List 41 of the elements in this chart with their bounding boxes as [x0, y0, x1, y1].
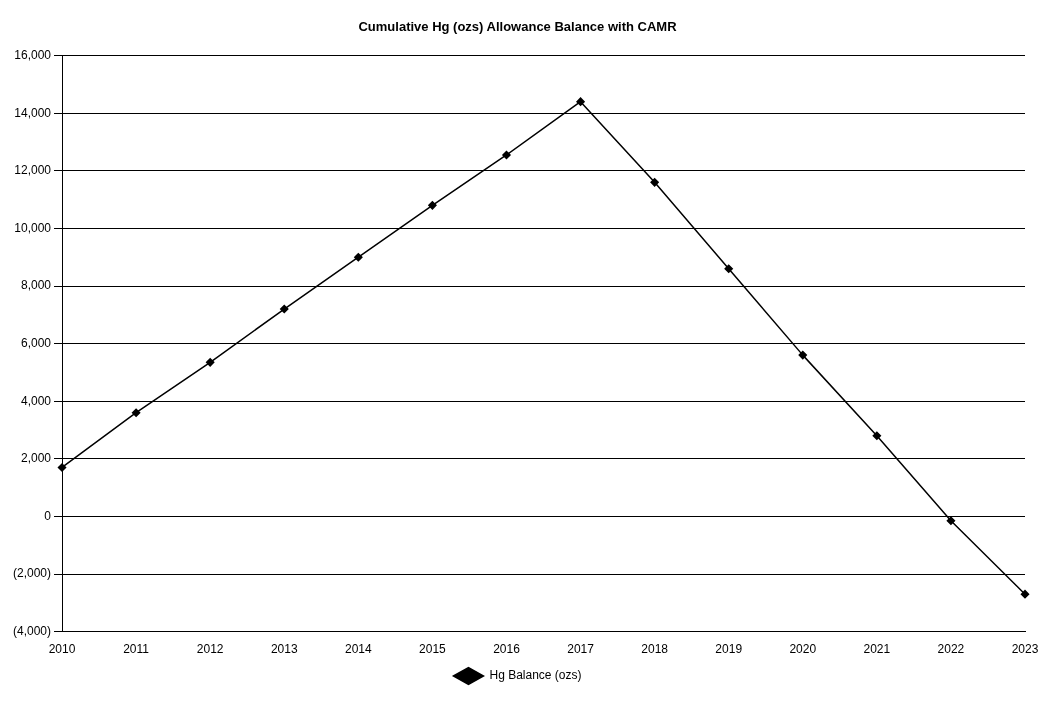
y-tick-label: 16,000: [14, 47, 52, 62]
y-tick-label: (4,000): [12, 623, 52, 638]
x-tick-label: 2018: [641, 642, 669, 657]
x-tick-label: 2010: [48, 642, 76, 657]
x-tick-label: 2017: [567, 642, 595, 657]
point: [798, 350, 808, 360]
chart-title: Cumulative Hg (ozs) Allowance Balance with CAMR: [358, 19, 678, 35]
legend-label: Hg Balance (ozs): [489, 668, 582, 683]
y-tick-label: 10,000: [14, 220, 52, 235]
y-tick-label: 8,000: [20, 278, 52, 293]
y-tick-label: 0: [44, 508, 52, 523]
x-tick-label: 2020: [789, 642, 817, 657]
y-tick-label: 12,000: [14, 163, 52, 178]
y-tick-label: 14,000: [14, 105, 52, 120]
x-tick-label: 2023: [1011, 642, 1039, 657]
x-tick-label: 2021: [863, 642, 891, 657]
y-tick-label: (2,000): [12, 566, 52, 581]
point: [131, 408, 141, 417]
point: [428, 201, 437, 210]
point: [872, 431, 882, 441]
point: [354, 252, 363, 262]
point: [946, 516, 956, 525]
x-tick-label: 2015: [419, 642, 447, 657]
point: [650, 178, 659, 187]
y-tick-label: 4,000: [20, 393, 52, 408]
x-tick-label: 2011: [123, 642, 150, 657]
x-tick-label: 2013: [270, 642, 298, 657]
point: [57, 463, 67, 472]
point: [205, 358, 215, 367]
x-tick-label: 2019: [715, 642, 743, 657]
x-tick-label: 2014: [344, 642, 372, 657]
point: [502, 150, 511, 160]
point: [1020, 589, 1030, 599]
x-tick-label: 2016: [493, 642, 521, 657]
x-tick-label: 2022: [937, 642, 965, 657]
point: [724, 264, 733, 273]
y-tick-label: 6,000: [20, 335, 52, 350]
point: [280, 304, 289, 314]
point: [576, 97, 585, 106]
y-tick-label: 2,000: [20, 451, 52, 466]
x-tick-label: 2012: [196, 642, 224, 657]
